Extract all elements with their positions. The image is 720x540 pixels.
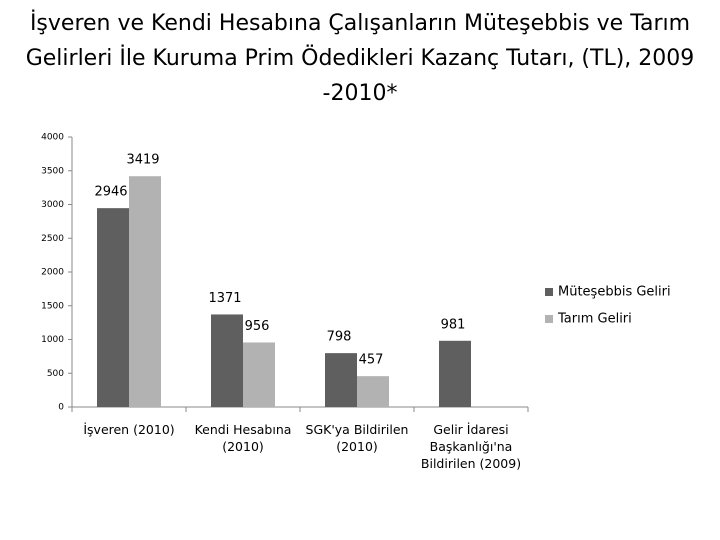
bar	[129, 176, 161, 407]
x-tick-label: Gelir İdaresi Başkanlığı'na Bildirilen (…	[420, 422, 522, 471]
bar	[243, 342, 275, 407]
y-tick-label: 3500	[41, 166, 64, 176]
legend-swatch	[545, 315, 553, 323]
y-tick-label: 4000	[41, 133, 64, 143]
bar	[357, 376, 389, 407]
legend-swatch	[545, 288, 553, 296]
x-tick-label: SGK'ya Bildirilen (2010)	[305, 422, 409, 454]
data-label: 981	[441, 317, 466, 332]
bar	[97, 208, 129, 407]
data-label: 3419	[126, 153, 159, 168]
data-label: 956	[245, 319, 270, 334]
y-tick-label: 2500	[41, 234, 64, 244]
y-tick-label: 1000	[41, 335, 64, 345]
data-label: 2946	[94, 185, 127, 200]
y-tick-label: 500	[47, 369, 64, 379]
legend-label: Tarım Geliri	[557, 312, 632, 327]
x-tick-label: Kendi Hesabına (2010)	[194, 422, 292, 454]
bar	[439, 340, 471, 407]
y-tick-label: 0	[58, 403, 64, 413]
y-tick-label: 2000	[41, 268, 64, 278]
data-label: 798	[327, 330, 352, 345]
bar	[211, 314, 243, 407]
x-tick-label: İşveren (2010)	[83, 422, 175, 437]
data-label: 457	[359, 353, 384, 368]
data-label: 1371	[208, 291, 241, 306]
y-tick-label: 3000	[41, 200, 64, 210]
y-tick-label: 1500	[41, 301, 64, 311]
legend-label: Müteşebbis Geliri	[558, 285, 671, 300]
bar	[325, 353, 357, 407]
chart-title: İşveren ve Kendi Hesabına Çalışanların M…	[25, 11, 695, 106]
